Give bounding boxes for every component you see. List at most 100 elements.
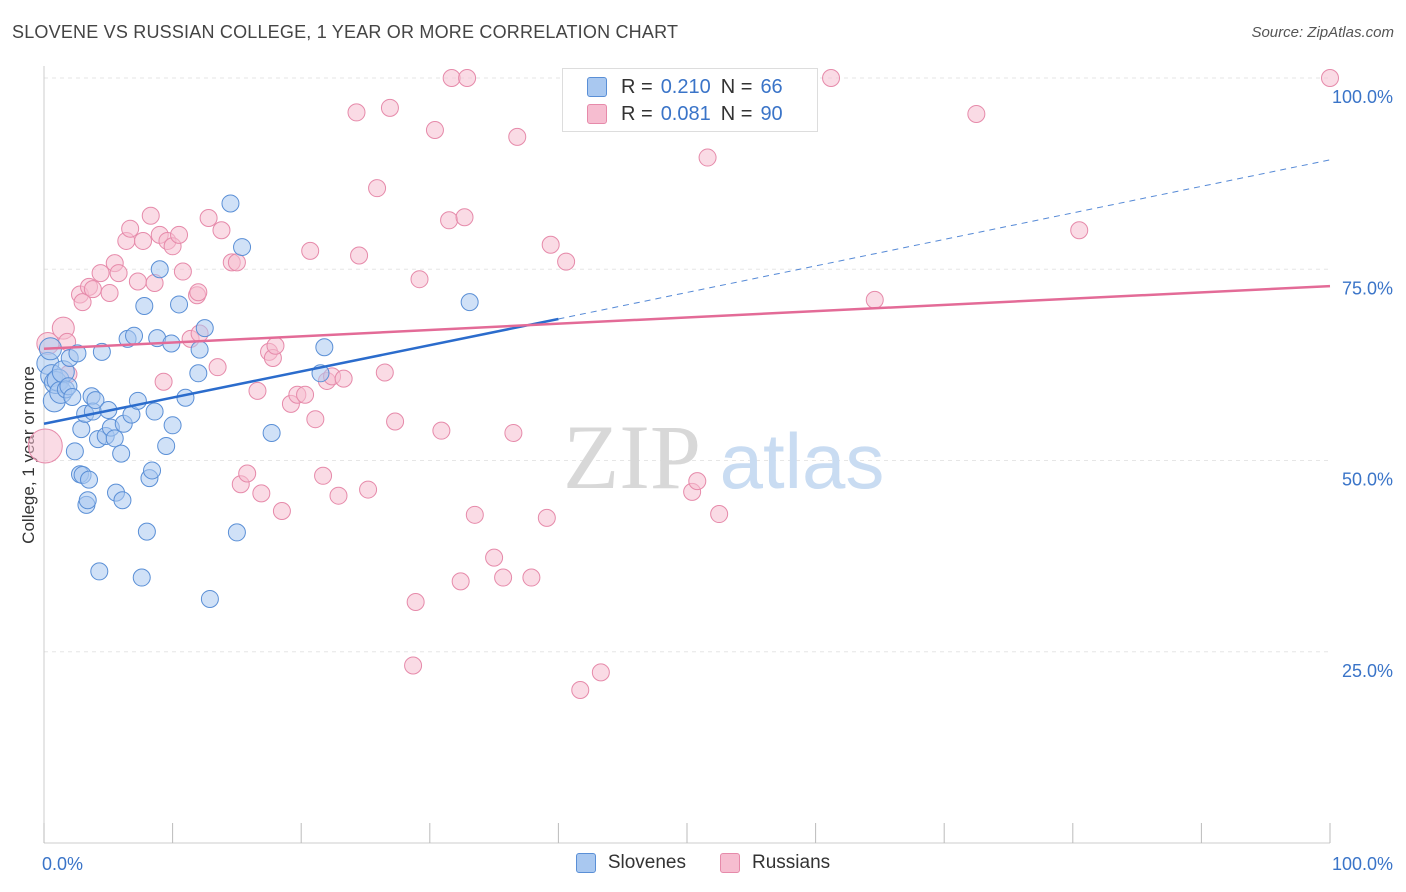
slovene-point bbox=[143, 461, 162, 480]
russian-point bbox=[212, 221, 231, 240]
russian-point bbox=[404, 656, 423, 675]
correlation-legend: R = 0.210 N = 66 R = 0.081 N = 90 bbox=[562, 68, 818, 132]
n-value-slovenes: 66 bbox=[760, 75, 783, 98]
slovene-point bbox=[315, 338, 334, 357]
russians-swatch bbox=[720, 853, 740, 873]
russian-point bbox=[227, 253, 246, 272]
russian-point bbox=[1070, 221, 1089, 240]
slovenes-trend-line bbox=[43, 317, 559, 426]
legend-row-slovenes: R = 0.210 N = 66 bbox=[587, 75, 793, 99]
russian-point bbox=[173, 262, 192, 281]
russian-point bbox=[314, 466, 333, 485]
russian-point bbox=[508, 127, 527, 146]
russian-point bbox=[1321, 69, 1339, 87]
slovene-point bbox=[170, 295, 189, 314]
trend-lines bbox=[43, 159, 1331, 426]
russian-point bbox=[359, 480, 378, 499]
russian-point bbox=[494, 568, 513, 587]
r-label: R = bbox=[621, 75, 653, 98]
n-label: N = bbox=[720, 75, 753, 98]
russian-point bbox=[121, 219, 140, 238]
russian-point bbox=[73, 293, 92, 312]
slovene-point bbox=[176, 388, 195, 407]
r-value-russians: 0.081 bbox=[660, 102, 711, 125]
russian-point bbox=[380, 98, 399, 117]
tick-labels: 25.0% 50.0% 75.0% 100.0% 0.0% 100.0% bbox=[42, 87, 1393, 874]
slovene-point bbox=[145, 402, 164, 421]
russian-point bbox=[557, 252, 576, 271]
slovene-point bbox=[163, 416, 182, 435]
russian-point bbox=[91, 264, 110, 283]
russian-point bbox=[266, 336, 285, 355]
slovenes-swatch bbox=[587, 77, 607, 97]
russian-point bbox=[425, 121, 444, 140]
russian-point bbox=[368, 179, 387, 198]
y-tick-label: 75.0% bbox=[1342, 278, 1393, 298]
slovene-point bbox=[90, 562, 109, 581]
slovene-point bbox=[113, 491, 132, 510]
slovene-point bbox=[189, 364, 208, 383]
slovene-point bbox=[190, 340, 209, 359]
legend-label-russians: Russians bbox=[752, 852, 831, 873]
russian-point bbox=[170, 225, 189, 244]
russian-point bbox=[329, 486, 348, 505]
legend-row-russians: R = 0.081 N = 90 bbox=[587, 102, 793, 126]
russian-point bbox=[432, 421, 451, 440]
slovene-point bbox=[92, 342, 111, 361]
russian-point bbox=[485, 548, 504, 567]
x-tick-label: 100.0% bbox=[1332, 854, 1393, 874]
y-tick-label: 25.0% bbox=[1342, 661, 1393, 681]
russian-point bbox=[208, 358, 227, 377]
series-legend: Slovenes Russians bbox=[0, 852, 1406, 874]
russian-point bbox=[306, 410, 325, 429]
russian-point bbox=[375, 363, 394, 382]
russians-trend-line bbox=[43, 284, 1331, 351]
russian-point bbox=[252, 484, 271, 503]
russian-point bbox=[591, 663, 610, 682]
russian-point bbox=[83, 280, 102, 299]
russian-point bbox=[504, 423, 523, 442]
russian-point bbox=[301, 241, 320, 260]
legend-item-russians[interactable]: Russians bbox=[720, 852, 830, 874]
russian-point bbox=[451, 572, 470, 591]
russian-point bbox=[688, 472, 707, 491]
slovene-point bbox=[221, 194, 240, 213]
russian-point bbox=[141, 206, 160, 225]
slovenes-points bbox=[36, 194, 479, 608]
russian-point bbox=[296, 385, 315, 404]
slovene-point bbox=[63, 388, 82, 407]
y-tick-label: 50.0% bbox=[1342, 470, 1393, 490]
slovene-point bbox=[78, 491, 97, 510]
gridlines bbox=[44, 77, 1330, 653]
x-tick-label: 0.0% bbox=[42, 854, 83, 874]
russian-point bbox=[334, 369, 353, 388]
russian-point bbox=[134, 231, 153, 250]
y-tick-label: 100.0% bbox=[1332, 87, 1393, 107]
russian-point bbox=[967, 104, 986, 123]
slovenes-swatch bbox=[575, 853, 596, 873]
russian-point bbox=[406, 593, 425, 612]
n-value-russians: 90 bbox=[760, 102, 783, 125]
russian-point bbox=[189, 283, 208, 302]
slovene-point bbox=[112, 444, 131, 463]
russian-point bbox=[822, 69, 841, 87]
slovene-point bbox=[68, 344, 87, 363]
russian-point bbox=[347, 103, 366, 122]
slovene-point bbox=[195, 319, 214, 338]
watermark: ZIP atlas bbox=[563, 406, 884, 508]
russian-point bbox=[541, 235, 560, 254]
slovene-point bbox=[200, 589, 219, 608]
russian-point bbox=[128, 272, 147, 291]
n-label: N = bbox=[720, 102, 753, 125]
watermark-zip: ZIP bbox=[563, 406, 701, 508]
russian-point bbox=[455, 208, 474, 227]
russian-point bbox=[154, 372, 173, 391]
russian-point bbox=[865, 290, 884, 309]
slovene-point bbox=[157, 436, 176, 455]
slovene-point bbox=[72, 420, 91, 439]
russian-point bbox=[100, 283, 119, 302]
slovene-point bbox=[137, 522, 156, 541]
russian-point bbox=[458, 69, 477, 87]
legend-item-slovenes[interactable]: Slovenes bbox=[575, 852, 686, 874]
russian-point bbox=[238, 464, 257, 483]
